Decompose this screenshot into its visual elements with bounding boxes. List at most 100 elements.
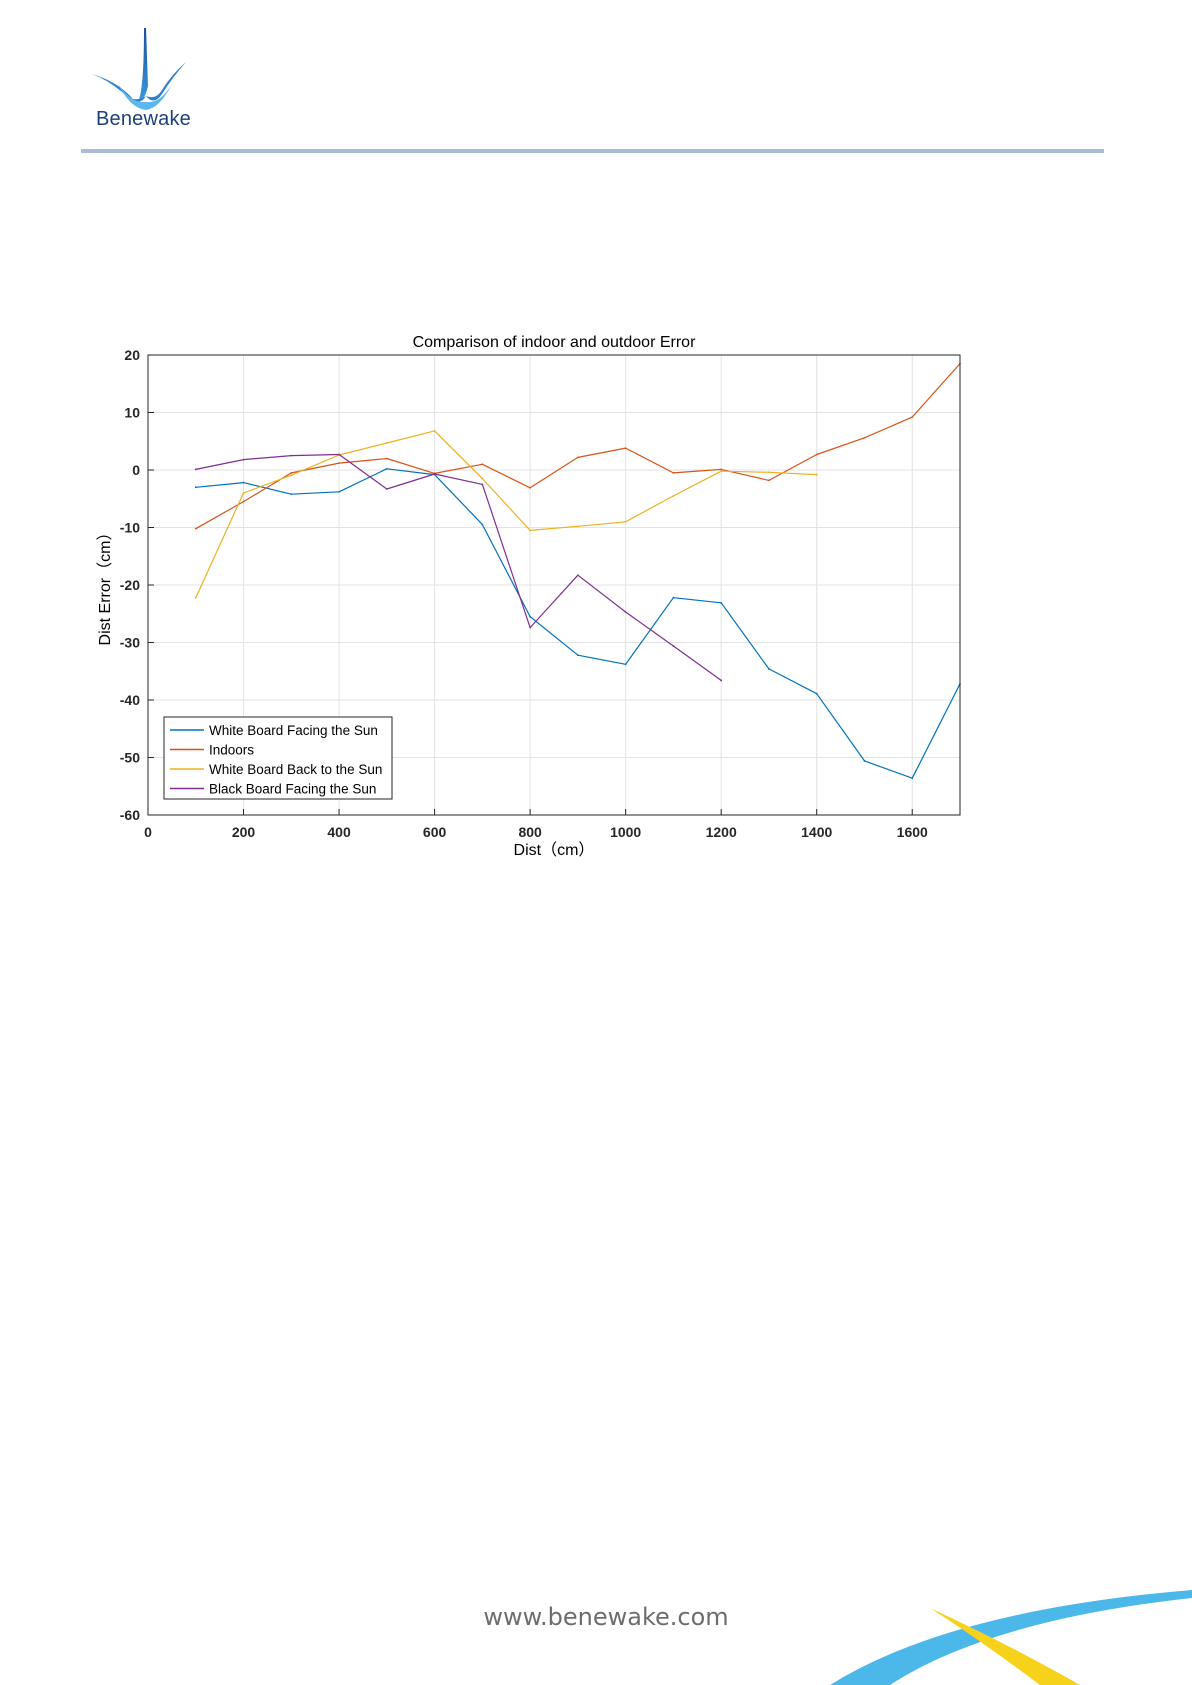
data-point bbox=[672, 596, 675, 599]
data-point bbox=[433, 473, 436, 475]
legend-item: White Board Back to the Sun bbox=[170, 762, 382, 777]
data-point bbox=[529, 615, 532, 618]
data-point bbox=[720, 470, 723, 473]
legend-label: Indoors bbox=[209, 743, 254, 758]
data-point bbox=[290, 493, 293, 496]
data-point bbox=[529, 486, 532, 489]
series-1 bbox=[194, 362, 961, 530]
series-line bbox=[195, 430, 817, 598]
y-tick-label: 10 bbox=[124, 405, 140, 421]
x-tick-label: 1400 bbox=[801, 824, 832, 840]
footer-url: www.benewake.com bbox=[483, 1603, 729, 1631]
data-point bbox=[481, 483, 484, 486]
data-point bbox=[290, 454, 293, 457]
data-point bbox=[720, 679, 723, 682]
data-point bbox=[385, 457, 388, 460]
y-tick-label: 0 bbox=[132, 462, 140, 478]
legend-box bbox=[163, 716, 393, 800]
legend-item: White Board Facing the Sun bbox=[170, 723, 378, 738]
legend-label: White Board Back to the Sun bbox=[209, 762, 382, 777]
data-point bbox=[624, 611, 627, 613]
data-point bbox=[768, 479, 770, 482]
data-point bbox=[576, 574, 579, 577]
data-point bbox=[624, 520, 627, 523]
data-point bbox=[576, 525, 579, 528]
legend: White Board Facing the Sun Indoors White B… bbox=[163, 716, 393, 800]
error-comparison-chart: 0 200 400 600 800 1000 1200 1400 1600 20 10 0 -10 -20… bbox=[88, 325, 968, 865]
data-point bbox=[576, 456, 579, 459]
data-point bbox=[624, 663, 627, 666]
data-point bbox=[338, 453, 340, 456]
x-tick-label: 400 bbox=[327, 824, 351, 840]
footer-swoosh-icon bbox=[830, 1590, 1192, 1685]
y-tick-label: -30 bbox=[120, 635, 140, 651]
series-0 bbox=[194, 467, 961, 780]
data-point bbox=[720, 468, 723, 471]
data-point bbox=[672, 494, 675, 497]
series-lines bbox=[194, 362, 961, 780]
brand-logo: Benewake bbox=[88, 24, 208, 134]
y-tick-label: -20 bbox=[120, 577, 140, 593]
x-tick-label: 0 bbox=[144, 824, 152, 840]
data-point bbox=[481, 523, 484, 526]
y-tick-label: -60 bbox=[120, 807, 140, 823]
data-point bbox=[720, 601, 723, 604]
data-point bbox=[863, 436, 866, 439]
data-point bbox=[529, 626, 532, 629]
data-point bbox=[768, 471, 770, 474]
legend-label: White Board Facing the Sun bbox=[209, 723, 378, 738]
data-point bbox=[194, 596, 197, 599]
data-point bbox=[338, 490, 340, 493]
x-tick-label: 1000 bbox=[610, 824, 641, 840]
series-2 bbox=[194, 430, 818, 599]
data-point bbox=[385, 442, 388, 444]
axis-ticks: 0 200 400 600 800 1000 1200 1400 1600 20 10 0 -10 -20… bbox=[120, 347, 928, 840]
data-point bbox=[290, 471, 293, 474]
data-point bbox=[194, 486, 197, 489]
data-point bbox=[768, 668, 770, 670]
data-point bbox=[576, 654, 579, 657]
series-3 bbox=[194, 453, 723, 682]
data-point bbox=[290, 474, 293, 477]
header-divider bbox=[81, 149, 1104, 153]
data-point bbox=[242, 481, 245, 484]
data-point bbox=[815, 692, 818, 695]
data-point bbox=[672, 645, 675, 647]
y-tick-label: -40 bbox=[120, 692, 140, 708]
x-tick-label: 800 bbox=[518, 824, 542, 840]
x-tick-label: 200 bbox=[232, 824, 256, 840]
y-tick-label: -10 bbox=[120, 520, 140, 536]
data-point bbox=[242, 500, 245, 503]
data-point bbox=[194, 468, 197, 471]
logo-text: Benewake bbox=[96, 108, 191, 130]
data-point bbox=[911, 777, 914, 780]
data-point bbox=[385, 467, 388, 470]
data-point bbox=[338, 462, 340, 464]
y-tick-label: -50 bbox=[120, 750, 140, 766]
legend-label: Black Board Facing the Sun bbox=[209, 782, 376, 797]
series-line bbox=[195, 453, 722, 681]
data-point bbox=[481, 463, 484, 466]
data-point bbox=[815, 473, 818, 476]
y-axis-label: Dist Error（cm） bbox=[96, 525, 114, 646]
data-point bbox=[911, 416, 914, 418]
data-point bbox=[529, 529, 532, 532]
data-point bbox=[194, 527, 197, 530]
legend-item: Black Board Facing the Sun bbox=[170, 782, 376, 797]
data-point bbox=[815, 453, 818, 456]
chart-title: Comparison of indoor and outdoor Error bbox=[413, 334, 696, 351]
data-point bbox=[385, 488, 388, 490]
data-point bbox=[242, 492, 245, 494]
x-tick-label: 600 bbox=[423, 824, 447, 840]
benewake-logo-icon bbox=[92, 28, 186, 110]
legend-item: Indoors bbox=[170, 743, 254, 758]
x-tick-label: 1600 bbox=[897, 824, 928, 840]
x-axis-label: Dist（cm） bbox=[514, 841, 595, 859]
y-tick-label: 20 bbox=[124, 347, 140, 363]
data-point bbox=[863, 760, 866, 762]
data-point bbox=[624, 447, 627, 450]
x-tick-label: 1200 bbox=[706, 824, 737, 840]
data-point bbox=[433, 430, 436, 432]
data-point bbox=[672, 471, 675, 474]
chart-svg: 0 200 400 600 800 1000 1200 1400 1600 20 10 0 -10 -20… bbox=[96, 334, 961, 859]
